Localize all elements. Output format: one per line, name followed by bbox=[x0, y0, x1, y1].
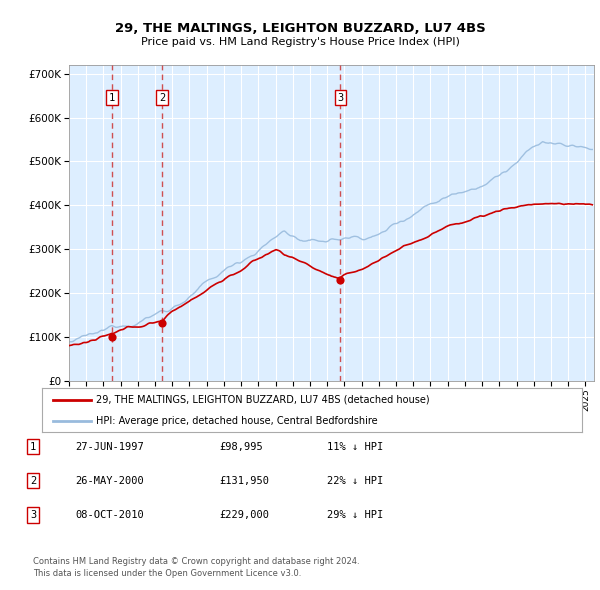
Text: £131,950: £131,950 bbox=[219, 476, 269, 486]
Point bbox=[157, 318, 167, 327]
Text: 26-MAY-2000: 26-MAY-2000 bbox=[75, 476, 144, 486]
Text: Contains HM Land Registry data © Crown copyright and database right 2024.: Contains HM Land Registry data © Crown c… bbox=[33, 557, 359, 566]
Text: 1: 1 bbox=[30, 442, 36, 451]
Text: 2: 2 bbox=[30, 476, 36, 486]
Text: 2: 2 bbox=[159, 93, 165, 103]
Text: £229,000: £229,000 bbox=[219, 510, 269, 520]
Text: 27-JUN-1997: 27-JUN-1997 bbox=[75, 442, 144, 451]
Text: £98,995: £98,995 bbox=[219, 442, 263, 451]
Text: 22% ↓ HPI: 22% ↓ HPI bbox=[327, 476, 383, 486]
Text: This data is licensed under the Open Government Licence v3.0.: This data is licensed under the Open Gov… bbox=[33, 569, 301, 578]
Point bbox=[335, 276, 345, 285]
Text: 11% ↓ HPI: 11% ↓ HPI bbox=[327, 442, 383, 451]
Text: 08-OCT-2010: 08-OCT-2010 bbox=[75, 510, 144, 520]
Text: 29, THE MALTINGS, LEIGHTON BUZZARD, LU7 4BS (detached house): 29, THE MALTINGS, LEIGHTON BUZZARD, LU7 … bbox=[96, 395, 430, 405]
Text: HPI: Average price, detached house, Central Bedfordshire: HPI: Average price, detached house, Cent… bbox=[96, 416, 377, 426]
Text: 29, THE MALTINGS, LEIGHTON BUZZARD, LU7 4BS: 29, THE MALTINGS, LEIGHTON BUZZARD, LU7 … bbox=[115, 22, 485, 35]
Text: 3: 3 bbox=[30, 510, 36, 520]
Text: 1: 1 bbox=[109, 93, 115, 103]
Text: Price paid vs. HM Land Registry's House Price Index (HPI): Price paid vs. HM Land Registry's House … bbox=[140, 38, 460, 47]
Text: 29% ↓ HPI: 29% ↓ HPI bbox=[327, 510, 383, 520]
Text: 3: 3 bbox=[337, 93, 344, 103]
Point bbox=[107, 332, 116, 342]
